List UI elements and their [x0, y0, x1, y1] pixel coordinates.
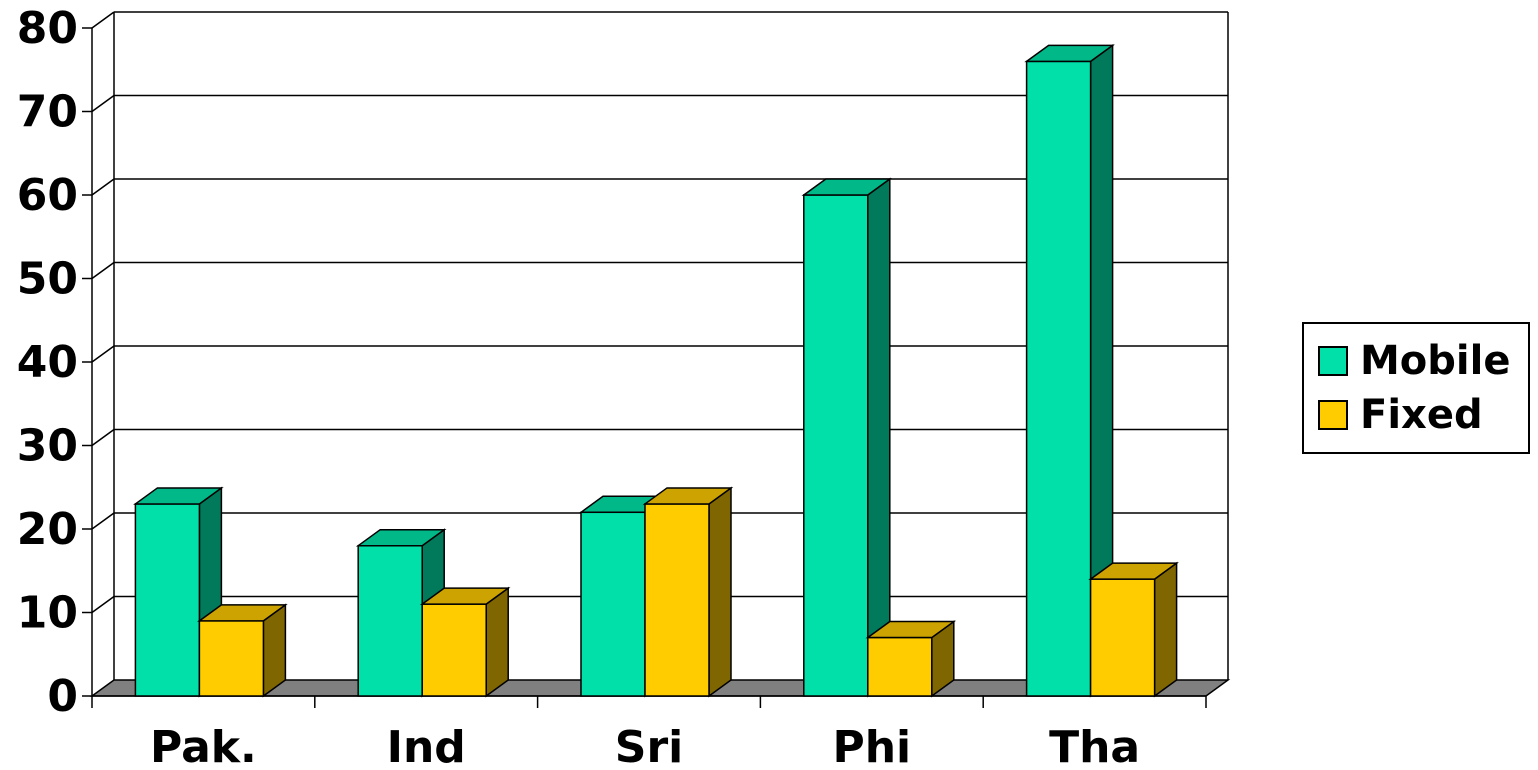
- bar-mobile-4-top: [1024, 44, 1115, 63]
- x-tick-label-0: Pak.: [150, 722, 257, 770]
- bar-mobile-2: [580, 511, 646, 697]
- bar-fixed-4-side: [1153, 561, 1178, 698]
- gridline-depth-50: [91, 261, 115, 280]
- bar-fixed-1-side: [485, 586, 509, 698]
- y-tick-label-80: 80: [17, 3, 78, 54]
- gridline-depth-70: [91, 94, 115, 113]
- legend-item-fixed: Fixed: [1318, 390, 1483, 440]
- y-tick-label-10: 10: [17, 588, 78, 639]
- y-tick-label-0: 0: [47, 671, 78, 722]
- gridline-depth-40: [91, 345, 115, 363]
- legend-label-mobile: Mobile: [1360, 338, 1511, 384]
- bar-fixed-2-top: [642, 487, 734, 505]
- bar-mobile-0-top: [133, 487, 224, 505]
- y-tick-label-20: 20: [17, 504, 78, 555]
- x-tick-label-1: Ind: [387, 722, 466, 770]
- y-tick-label-60: 60: [17, 170, 78, 221]
- gridline-depth-10: [91, 595, 115, 614]
- bar-mobile-3: [803, 194, 869, 697]
- y-tick-label-50: 50: [17, 254, 78, 305]
- bar-fixed-2: [644, 503, 710, 697]
- gridline-depth-60: [91, 178, 115, 196]
- bar-mobile-3-top: [801, 178, 893, 196]
- bar-mobile-4: [1025, 60, 1092, 697]
- bar-mobile-1-top: [355, 528, 447, 547]
- bar-fixed-4-top: [1088, 562, 1179, 580]
- legend-swatch-mobile: [1318, 346, 1348, 376]
- y-tick-label-70: 70: [17, 87, 78, 138]
- gridline-depth-20: [91, 512, 115, 530]
- bar-mobile-0: [134, 503, 201, 697]
- legend-item-mobile: Mobile: [1318, 336, 1510, 386]
- chart-legend: Mobile Fixed: [1302, 322, 1530, 454]
- gridline-depth-80: [91, 11, 115, 29]
- bar-mobile-1: [357, 544, 423, 697]
- bar-fixed-3: [867, 636, 933, 697]
- bar-fixed-0: [198, 620, 265, 697]
- bar-fixed-1-top: [419, 587, 511, 605]
- y-tick-label-40: 40: [17, 337, 78, 388]
- bar-fixed-1: [421, 603, 487, 697]
- bar-mobile-3-side: [867, 177, 891, 698]
- legend-swatch-fixed: [1318, 400, 1348, 430]
- bar-fixed-4: [1089, 578, 1156, 697]
- gridline-depth-30: [91, 428, 115, 447]
- y-tick-label-30: 30: [17, 421, 78, 472]
- x-tick-label-2: Sri: [615, 722, 683, 770]
- x-tick-label-4: Tha: [1049, 722, 1140, 770]
- bar-fixed-0-top: [197, 604, 288, 622]
- legend-label-fixed: Fixed: [1360, 392, 1483, 438]
- x-tick-label-3: Phi: [832, 722, 911, 770]
- bar-fixed-2-side: [708, 486, 732, 698]
- bar-fixed-3-top: [865, 620, 957, 639]
